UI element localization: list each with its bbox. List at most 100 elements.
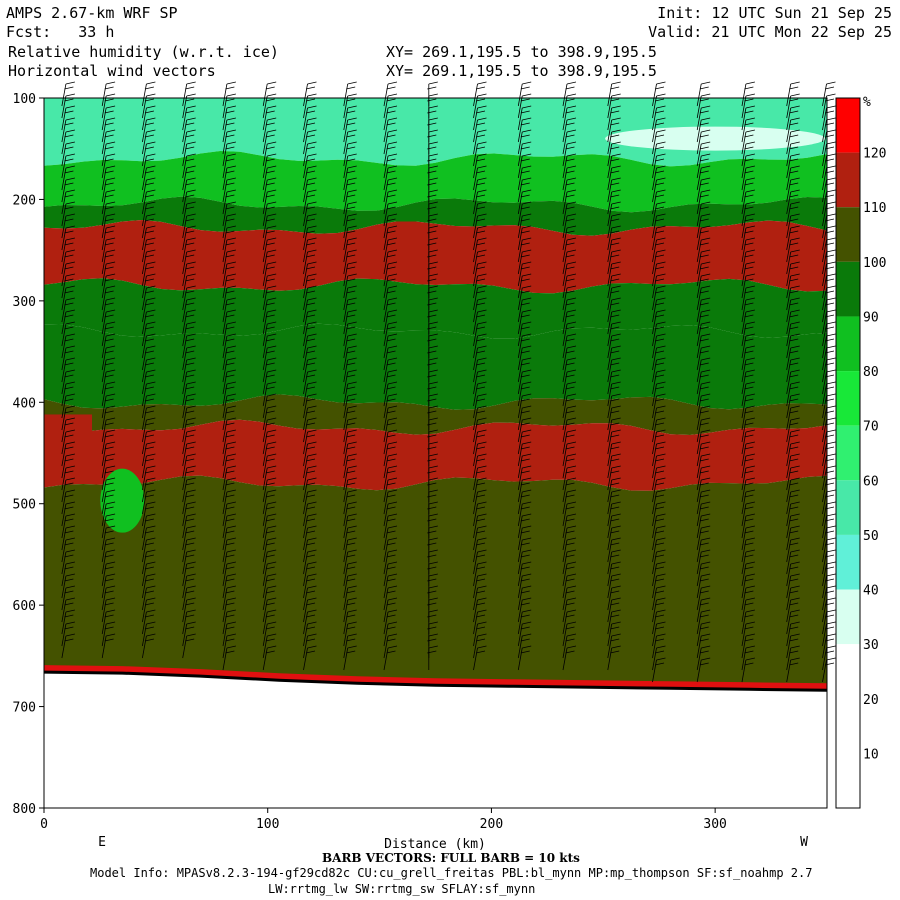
wind-barb <box>222 213 236 239</box>
wind-barb <box>652 381 666 407</box>
colorbar-swatch <box>836 698 860 754</box>
wind-barb <box>303 285 317 311</box>
wind-barb <box>303 189 317 215</box>
wind-barb <box>303 525 317 551</box>
wind-barb <box>303 585 317 611</box>
wind-barb <box>61 249 75 275</box>
wind-barb <box>473 81 487 107</box>
wind-barb <box>696 141 711 167</box>
wind-barb <box>741 129 755 155</box>
colorbar-unit: % <box>863 95 871 110</box>
colorbar-label: 70 <box>863 420 879 435</box>
wind-barb <box>652 369 666 395</box>
wind-barb <box>562 633 577 659</box>
wind-barb <box>652 393 666 419</box>
wind-barb <box>696 561 711 587</box>
wind-barb <box>101 165 116 191</box>
wind-barb <box>303 297 317 323</box>
wind-barb <box>517 105 532 131</box>
wind-barb <box>142 249 156 275</box>
wind-barb <box>383 417 398 443</box>
wind-barb <box>101 297 116 323</box>
wind-barb <box>343 381 357 407</box>
wind-barb <box>142 429 156 455</box>
colorbar-label: 120 <box>863 147 886 162</box>
wind-barb <box>383 237 398 263</box>
wind-barb <box>383 117 398 143</box>
wind-barb <box>142 333 156 359</box>
wind-barb <box>741 621 755 647</box>
wind-barb <box>696 621 711 647</box>
wind-barb <box>652 345 666 371</box>
wind-barb <box>222 129 236 155</box>
wind-barb <box>473 393 487 419</box>
wind-barb <box>222 381 236 407</box>
wind-barb <box>786 345 800 371</box>
wind-barb <box>262 585 277 611</box>
wind-barb <box>343 141 357 167</box>
wind-barb <box>696 309 711 335</box>
wind-barb <box>383 369 398 395</box>
wind-barb <box>741 261 755 287</box>
wind-barb <box>101 597 116 623</box>
wind-barb <box>262 357 277 383</box>
wind-barb <box>101 453 116 479</box>
wind-barb <box>383 213 398 239</box>
wind-barb <box>607 429 621 455</box>
wind-barb <box>303 129 317 155</box>
wind-barb <box>473 333 487 359</box>
wind-barb <box>222 501 236 527</box>
wind-barb <box>303 153 317 179</box>
wind-barb <box>562 297 577 323</box>
wind-barb <box>562 189 577 215</box>
wind-barb <box>607 273 621 299</box>
wind-barb <box>343 81 357 107</box>
wind-barb <box>517 117 532 143</box>
wind-barb <box>562 585 577 611</box>
wind-barb <box>383 537 398 563</box>
wind-barb <box>303 357 317 383</box>
colorbar-frame <box>835 97 861 809</box>
xy-range-2: XY= 269.1,195.5 to 398.9,195.5 <box>386 62 657 80</box>
wind-barb <box>473 189 487 215</box>
wind-barb <box>142 489 156 515</box>
rh-band <box>44 220 827 294</box>
barb-legend-note: BARB VECTORS: FULL BARB = 10 kts <box>322 851 580 865</box>
wind-barb <box>517 261 532 287</box>
wind-barb <box>786 333 800 359</box>
wind-barb <box>303 537 317 563</box>
wind-barb <box>696 201 711 227</box>
wind-barb <box>562 537 577 563</box>
wind-barb <box>696 225 711 251</box>
wind-barb <box>343 405 357 431</box>
wind-barb <box>101 213 116 239</box>
wind-barb <box>696 609 711 635</box>
wind-barb <box>607 117 621 143</box>
wind-barb <box>473 645 487 671</box>
wind-barb <box>696 249 711 275</box>
wind-barb <box>786 129 800 155</box>
wind-barb <box>262 537 277 563</box>
wind-barb <box>262 477 277 503</box>
wind-barb <box>262 165 277 191</box>
wind-barb <box>262 189 277 215</box>
wind-barb <box>101 633 116 659</box>
wind-barb <box>696 645 711 671</box>
wind-barb <box>343 117 357 143</box>
wind-barb <box>607 81 621 107</box>
wind-barb <box>61 465 75 491</box>
wind-barb <box>262 609 277 635</box>
wind-barb <box>741 213 755 239</box>
wind-barb <box>562 93 577 119</box>
wind-barb <box>473 573 487 599</box>
wind-barb <box>473 441 487 467</box>
wind-barb-column <box>696 81 711 683</box>
wind-barb <box>786 609 800 635</box>
y-tick-label: 400 <box>13 396 36 411</box>
wind-barb <box>101 513 116 539</box>
wind-barb <box>61 585 75 611</box>
wind-barb <box>696 369 711 395</box>
colorbar-label: 40 <box>863 584 879 599</box>
wind-barb <box>101 333 116 359</box>
wind-barb-column <box>427 81 438 670</box>
